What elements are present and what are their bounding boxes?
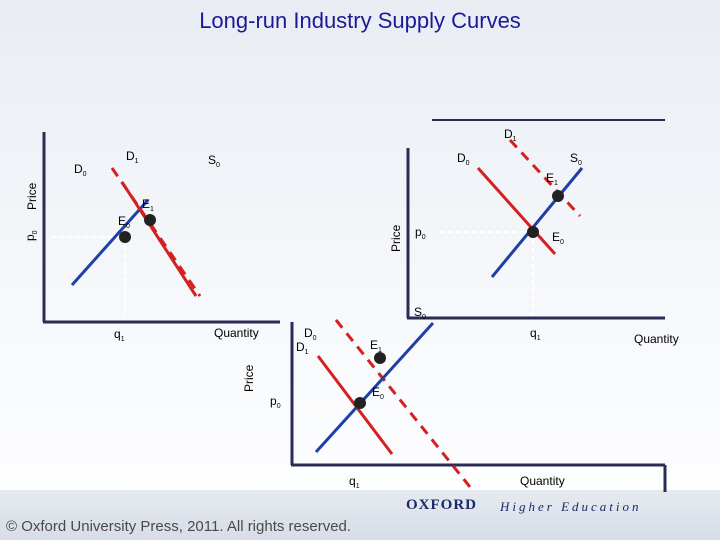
right-d1-curve xyxy=(508,138,582,218)
right-d0-curve xyxy=(476,166,557,256)
left-e1-label: E xyxy=(142,197,150,211)
left-p0-label: p xyxy=(23,234,37,241)
svg-text:E1: E1 xyxy=(546,171,558,187)
footer-bar xyxy=(0,490,720,540)
left-q1-label: q xyxy=(114,327,121,341)
right-s1-label: S xyxy=(570,151,578,165)
panel-bottom: Price p0 q1 Quantity D0 D1 E1 E0 xyxy=(242,319,667,492)
left-e0-label: E xyxy=(118,214,126,228)
left-d0-curve xyxy=(70,199,150,286)
left-x-axis-label: Quantity xyxy=(214,326,259,340)
bottom-e0-point xyxy=(354,397,366,409)
bottom-e1-point xyxy=(374,352,386,364)
right-e1-label: E xyxy=(546,171,554,185)
publisher-logo: OXFORD xyxy=(406,497,477,513)
right-d1-label: D xyxy=(504,127,513,141)
svg-text:D1: D1 xyxy=(126,149,139,165)
left-s0-curve xyxy=(110,167,202,297)
right-e0-label: E xyxy=(552,230,560,244)
bottom-d1-curve xyxy=(334,319,472,488)
left-d0-label: D xyxy=(74,162,83,176)
left-y-axis-label: Price xyxy=(25,182,39,210)
svg-text:S0: S0 xyxy=(570,151,582,167)
right-x-axis-label: Quantity xyxy=(634,332,679,346)
svg-text:D0: D0 xyxy=(304,326,317,342)
svg-text:E0: E0 xyxy=(552,230,564,246)
left-e1-point xyxy=(144,214,156,226)
panel-left: Price p0 q1 Quantity D0 D1 S0 E1 E0 xyxy=(23,132,280,343)
svg-text:D0: D0 xyxy=(457,151,470,167)
svg-text:p0: p0 xyxy=(23,230,39,241)
svg-text:q1: q1 xyxy=(349,474,360,490)
svg-text:E0: E0 xyxy=(372,385,384,401)
bottom-p0-label: p xyxy=(270,394,277,408)
svg-text:D1: D1 xyxy=(504,127,517,143)
svg-text:S0: S0 xyxy=(208,153,220,169)
svg-text:p0: p0 xyxy=(415,225,426,241)
bottom-d1-label: D xyxy=(296,340,305,354)
publisher-imprint: Higher Education xyxy=(500,499,642,514)
left-e0-point xyxy=(119,231,131,243)
right-d0-label: D xyxy=(457,151,466,165)
svg-text:q1: q1 xyxy=(114,327,125,343)
svg-text:E0: E0 xyxy=(118,214,130,230)
right-e0-point xyxy=(527,226,539,238)
svg-text:E1: E1 xyxy=(370,338,382,354)
bottom-e1-label: E xyxy=(370,338,378,352)
svg-text:q1: q1 xyxy=(530,326,541,342)
bottom-supply-curve xyxy=(314,321,435,454)
copyright-notice: © Oxford University Press, 2011. All rig… xyxy=(6,518,352,535)
panel-right: Price p0 q1 Quantity D1 D0 S0 E1 E0 S0 xyxy=(389,119,679,346)
right-s0-label: S xyxy=(414,305,422,319)
svg-text:E1: E1 xyxy=(142,197,154,213)
right-y-axis-label: Price xyxy=(389,224,403,252)
bottom-x-axis-label: Quantity xyxy=(520,474,565,488)
svg-text:D1: D1 xyxy=(296,340,309,356)
svg-text:D0: D0 xyxy=(74,162,87,178)
svg-text:p0: p0 xyxy=(270,394,281,410)
slide-title: Long-run Industry Supply Curves xyxy=(199,8,521,33)
svg-text:S0: S0 xyxy=(414,305,426,321)
bottom-d0-label: D xyxy=(304,326,313,340)
bottom-y-axis-label: Price xyxy=(242,364,256,392)
right-s0-curve xyxy=(490,167,584,278)
right-e1-point xyxy=(552,190,564,202)
bottom-q1-label: q xyxy=(349,474,356,488)
bottom-e0-label: E xyxy=(372,385,380,399)
right-q1-label: q xyxy=(530,326,537,340)
right-p0-label: p xyxy=(415,225,422,239)
left-d1-label: D xyxy=(126,149,135,163)
left-s0-label: S xyxy=(208,153,216,167)
